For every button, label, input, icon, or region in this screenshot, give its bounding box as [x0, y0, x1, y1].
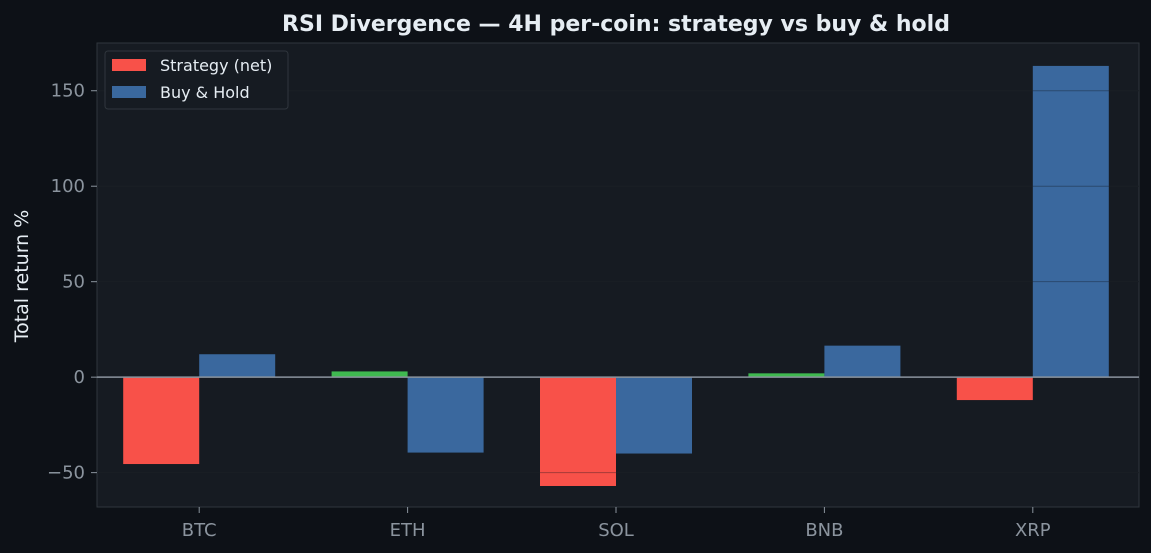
x-tick-label: BNB — [805, 520, 843, 541]
chart-title: RSI Divergence — 4H per-coin: strategy v… — [282, 12, 950, 37]
bar-strategy-xrp — [956, 377, 1033, 401]
bar-buy-hold-eth — [407, 377, 484, 453]
bar-buy-hold-xrp — [1032, 65, 1109, 378]
legend-swatch-strategy — [112, 59, 146, 71]
legend-swatch-buy-hold — [112, 86, 146, 98]
x-tick-label: XRP — [1015, 520, 1051, 541]
x-tick-label: BTC — [182, 520, 217, 541]
bar-strategy-sol — [540, 377, 616, 486]
bar-strategy-btc — [123, 377, 200, 465]
y-axis-label: Total return % — [11, 210, 33, 344]
legend-label-buy-hold: Buy & Hold — [160, 83, 250, 102]
bar-buy-hold-bnb — [824, 345, 901, 378]
bar-strategy-bnb — [748, 373, 825, 378]
legend: Strategy (net) Buy & Hold — [104, 50, 289, 110]
y-tick-label: 0 — [74, 367, 85, 388]
x-axis-ticks: BTC ETH SOL BNB XRP — [182, 507, 1051, 541]
x-tick-label: ETH — [390, 520, 426, 541]
bars — [123, 65, 1109, 486]
y-tick-label: 100 — [51, 176, 85, 197]
y-axis-ticks: −50 0 50 100 150 — [47, 81, 97, 484]
bar-strategy-eth — [331, 371, 408, 378]
bar-buy-hold-sol — [616, 377, 692, 454]
y-tick-label: −50 — [47, 463, 85, 484]
y-tick-label: 50 — [62, 272, 85, 293]
x-tick-label: SOL — [598, 520, 634, 541]
legend-box — [104, 50, 289, 110]
y-tick-label: 150 — [51, 81, 85, 102]
bar-buy-hold-btc — [199, 354, 276, 378]
legend-label-strategy: Strategy (net) — [160, 56, 272, 75]
